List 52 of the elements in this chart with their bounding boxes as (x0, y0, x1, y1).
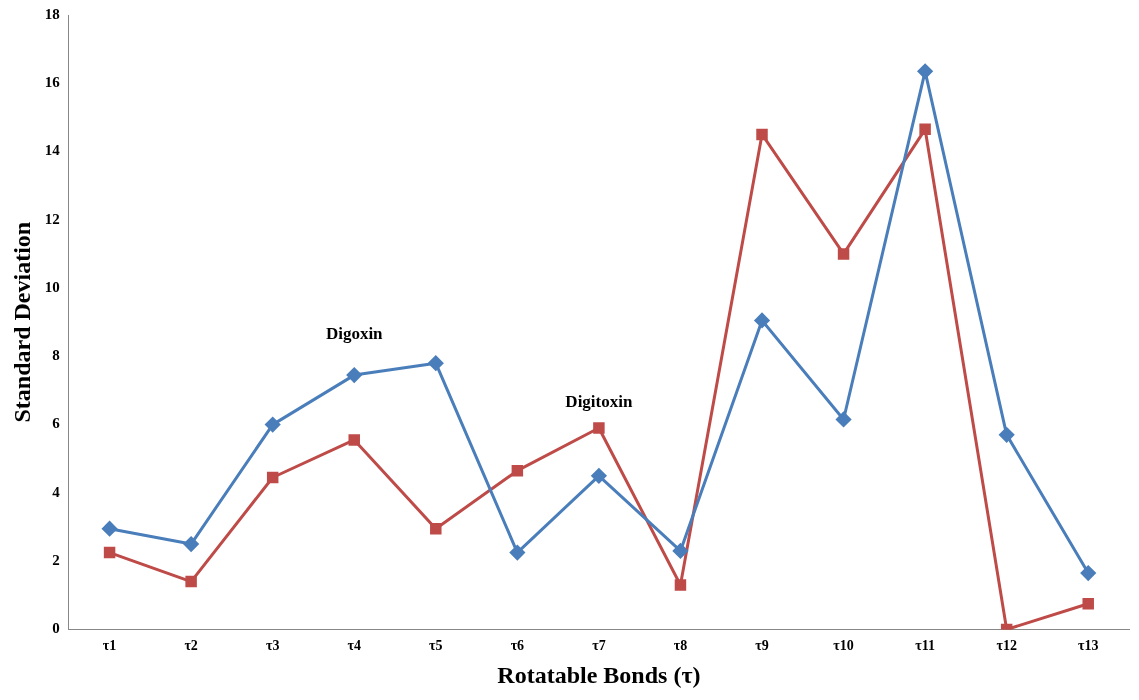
point (672, 543, 688, 559)
x-tick-label: τ2 (184, 638, 198, 654)
point (430, 522, 442, 535)
point (265, 417, 281, 433)
series-label: Digitoxin (565, 391, 633, 411)
y-axis-title: Standard Deviation (8, 221, 35, 423)
point (183, 536, 199, 552)
x-tick-label: τ4 (347, 638, 361, 654)
x-tick-label: τ7 (592, 638, 606, 654)
x-tick-label: τ10 (833, 638, 854, 654)
series-label: Digoxin (325, 323, 384, 343)
point (511, 464, 524, 477)
x-tick-label: τ5 (429, 638, 443, 654)
y-tick-label: 10 (44, 278, 60, 295)
point (102, 521, 118, 537)
point (917, 63, 933, 79)
point (593, 422, 605, 434)
point (509, 545, 525, 561)
x-tick-label: τ3 (265, 638, 280, 654)
point (103, 546, 116, 559)
x-axis-title: Rotatable Bonds (τ) (497, 661, 701, 688)
x-tick-label: τ9 (755, 638, 769, 654)
y-tick-label: 14 (44, 142, 61, 159)
point (348, 434, 360, 446)
y-tick-label: 8 (52, 347, 60, 364)
point (999, 427, 1015, 443)
x-tick-label: τ1 (102, 638, 117, 654)
y-tick-label: 4 (52, 483, 61, 500)
point (1080, 565, 1096, 581)
point (754, 312, 770, 328)
x-tick-label: τ11 (915, 638, 935, 654)
point (756, 128, 768, 141)
point (428, 355, 444, 371)
y-tick-label: 18 (44, 5, 60, 22)
y-tick-label: 16 (44, 74, 61, 91)
point (674, 579, 687, 591)
point (836, 411, 852, 427)
x-tick-label: τ13 (1078, 638, 1099, 654)
point (185, 575, 197, 588)
y-tick-label: 2 (52, 552, 60, 569)
y-tick-label: 12 (44, 210, 60, 227)
point (591, 468, 607, 484)
point (266, 471, 279, 484)
point (837, 248, 850, 260)
point (1082, 598, 1094, 610)
x-tick-label: τ6 (510, 638, 525, 654)
y-tick-label: 6 (52, 415, 61, 432)
y-tick-label: 0 (52, 620, 60, 637)
point (346, 367, 362, 383)
x-tick-label: τ12 (996, 638, 1017, 654)
point (919, 123, 931, 136)
x-tick-label: τ8 (673, 638, 688, 654)
